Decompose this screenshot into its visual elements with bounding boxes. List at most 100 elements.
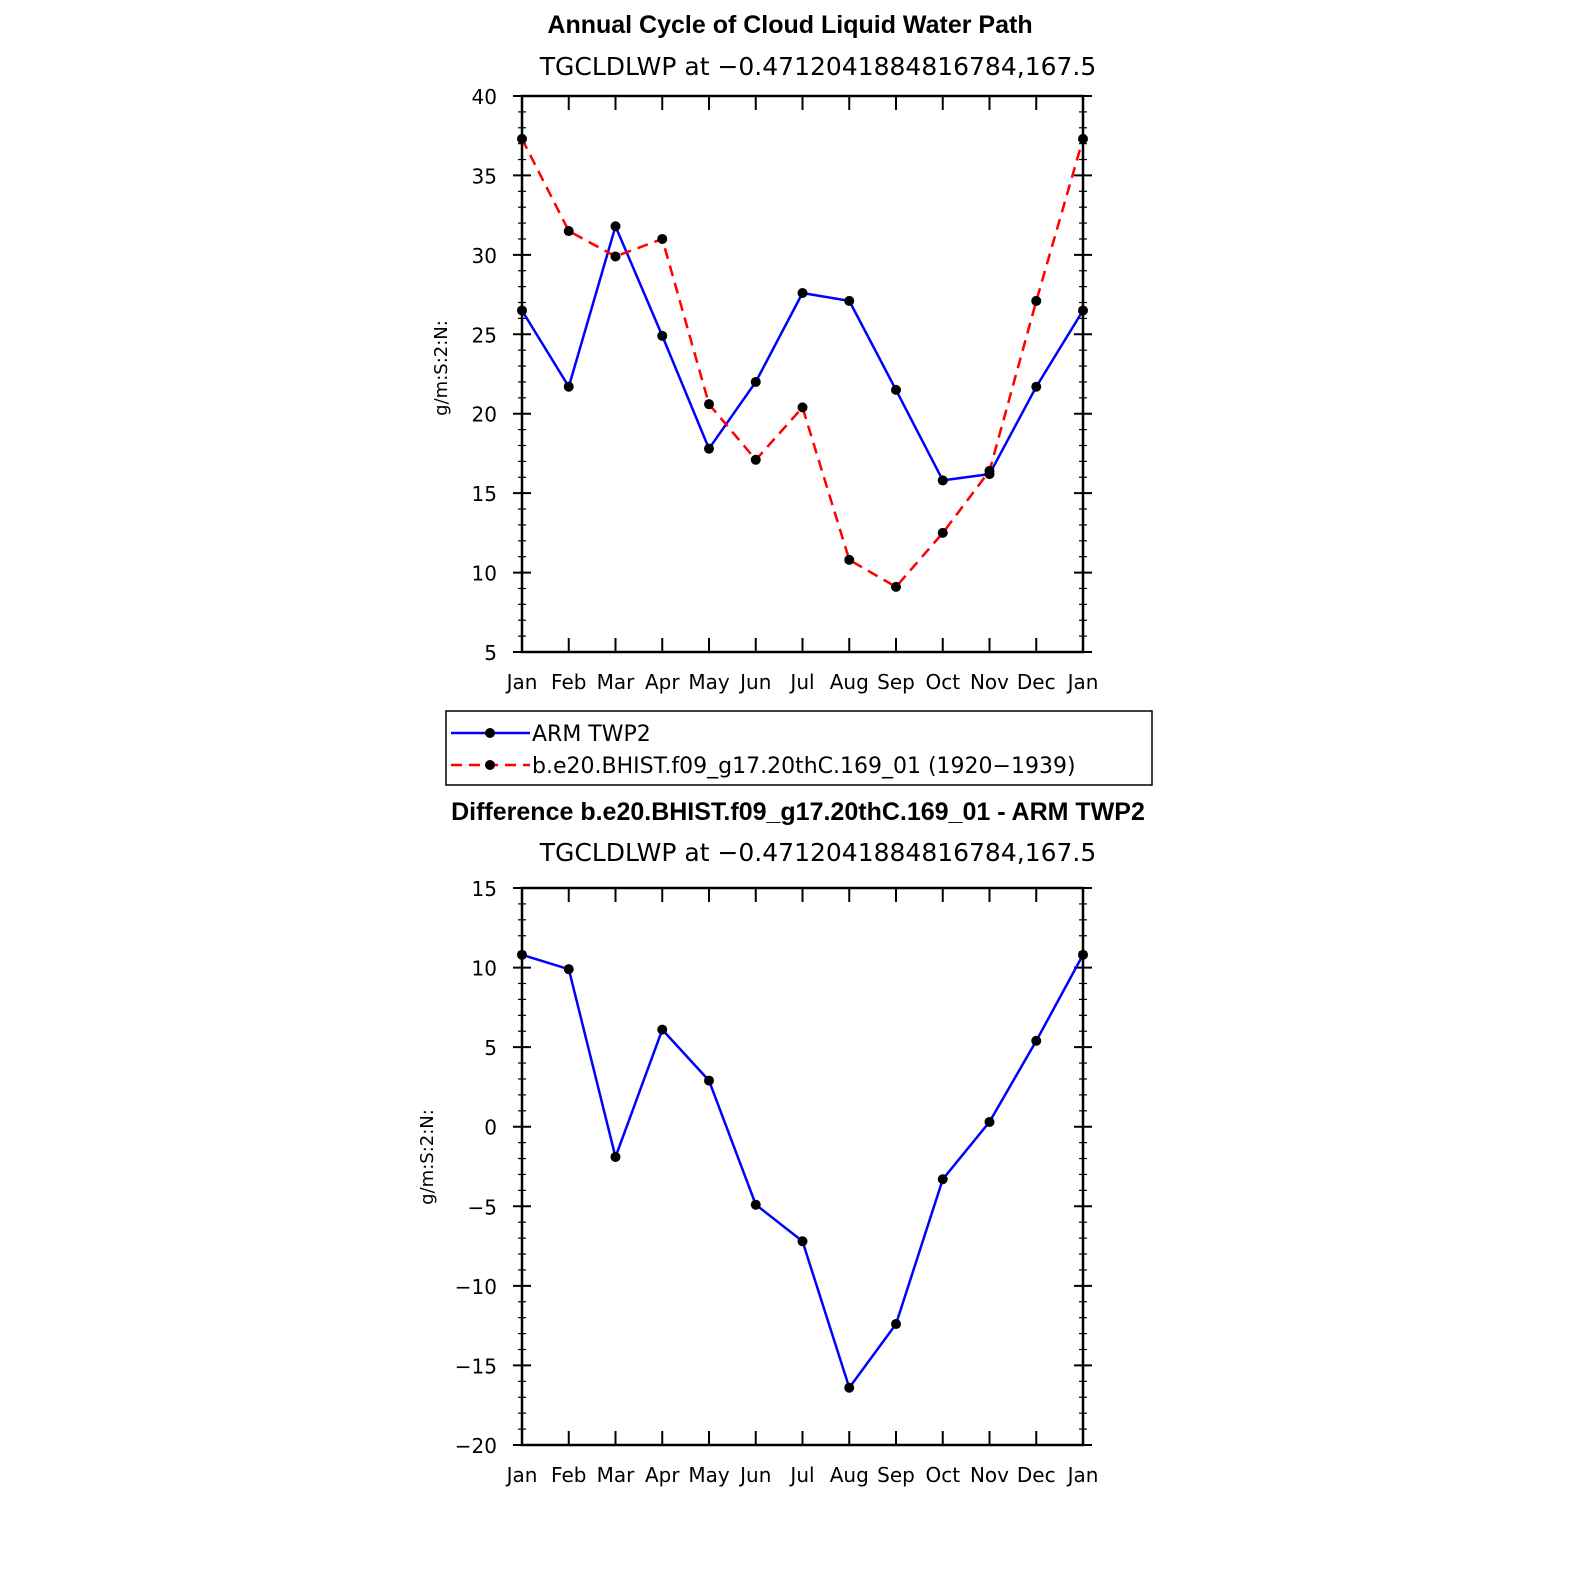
top-series-2-point — [797, 402, 808, 413]
bottom-xtick-label: Jul — [788, 1463, 814, 1487]
top-plot-frame — [520, 94, 1085, 654]
bottom-series-1-point — [517, 949, 527, 960]
bottom-xtick-label: May — [688, 1463, 730, 1487]
top-xtick-label: Sep — [877, 670, 915, 694]
bottom-series-1-point — [891, 1319, 901, 1330]
top-ytick-label: 40 — [472, 85, 497, 109]
top-series-1-point — [750, 376, 761, 387]
top-xtick-label: Feb — [551, 670, 586, 694]
bottom-series-1-point — [1031, 1035, 1042, 1046]
top-series-2-point — [891, 581, 901, 592]
bottom-xtick-label: Feb — [551, 1463, 586, 1487]
top-xtick-label: Oct — [925, 670, 960, 694]
bottom-xtick-label: Nov — [970, 1463, 1009, 1487]
bottom-series-1-point — [937, 1174, 948, 1185]
bottom-series-1-point — [750, 1199, 761, 1210]
top-ytick-label: 35 — [472, 164, 497, 188]
top-series-1-point — [1078, 305, 1088, 316]
bottom-series-1-point — [1078, 949, 1088, 960]
bottom-ytick-label: −5 — [468, 1195, 497, 1219]
legend-label-series-1: ARM TWP2 — [532, 722, 651, 747]
top-xtick-label: Nov — [970, 670, 1009, 694]
bottom-chart-ylabel: g/m:S:2:N: — [417, 1109, 438, 1205]
bottom-series-1-point — [797, 1236, 808, 1247]
top-series-1-point — [1031, 381, 1042, 392]
top-xtick-label: Aug — [830, 670, 869, 694]
bottom-series-1-point — [844, 1382, 855, 1393]
bottom-series-1-point — [563, 964, 574, 975]
top-xtick-label: Dec — [1017, 670, 1056, 694]
top-xtick-label: Mar — [597, 670, 636, 694]
bottom-xtick-label: Sep — [877, 1463, 915, 1487]
bottom-series-1-point — [610, 1151, 621, 1162]
top-ytick-label: 15 — [472, 482, 497, 506]
bottom-ytick-label: 15 — [472, 877, 497, 901]
legend-box — [445, 710, 1153, 786]
top-series-1-point — [844, 295, 855, 306]
top-series-1-point — [937, 475, 948, 486]
legend-marker-series-1 — [485, 728, 495, 738]
top-series-1-point — [797, 287, 808, 298]
top-series-2-point — [610, 251, 621, 262]
bottom-chart-subtitle: TGCLDLWP at −0.4712041884816784,167.5 — [539, 838, 1097, 867]
top-ytick-label: 10 — [472, 562, 497, 586]
top-series-2-point — [937, 527, 948, 538]
top-series-2-point — [984, 465, 995, 476]
bottom-xtick-label: Oct — [925, 1463, 960, 1487]
top-series-2-point — [563, 226, 574, 237]
bottom-series-1-line — [521, 953, 1085, 1391]
bottom-xtick-label: Jan — [505, 1463, 538, 1487]
top-xtick-label: Jul — [788, 670, 814, 694]
bottom-series-1-point — [984, 1116, 995, 1127]
legend: ARM TWP2 b.e20.BHIST.f09_g17.20thC.169_0… — [445, 710, 1153, 786]
top-xtick-label: May — [688, 670, 730, 694]
top-series-1-point — [610, 221, 621, 232]
top-ytick-label: 5 — [484, 641, 497, 665]
top-xtick-label: Jan — [1066, 670, 1099, 694]
legend-marker-series-2 — [485, 760, 495, 770]
top-series-2-point — [750, 454, 761, 465]
top-chart-plot: Jan Feb Mar Apr May Jun Jul Aug Sep Oct Nov Dec Jan 5… — [472, 85, 1099, 694]
top-series-2-line — [520, 138, 1085, 589]
top-ytick-label: 20 — [472, 403, 497, 427]
bottom-ytick-label: −20 — [455, 1434, 497, 1458]
bottom-series-1-point — [657, 1024, 668, 1035]
top-series-2-point — [517, 133, 527, 144]
top-series-2-point — [704, 399, 714, 410]
top-chart-title: Annual Cycle of Cloud Liquid Water Path — [547, 11, 1032, 39]
top-series-1-point — [891, 384, 901, 395]
bottom-ytick-label: 10 — [472, 957, 497, 981]
top-series-2-point — [1031, 295, 1042, 306]
top-xtick-label: Jun — [738, 670, 771, 694]
bottom-xtick-label: Aug — [830, 1463, 869, 1487]
top-series-2-point — [1078, 133, 1088, 144]
bottom-plot-frame — [520, 886, 1085, 1447]
top-series-1-point — [517, 305, 527, 316]
top-chart-ylabel: g/m:S:2:N: — [431, 320, 452, 416]
top-series-1-point — [704, 443, 714, 454]
top-series-1-point — [657, 330, 668, 341]
bottom-xtick-label: Mar — [597, 1463, 636, 1487]
top-series-1-point — [563, 381, 574, 392]
top-series-2-point — [844, 554, 855, 565]
bottom-chart-title: Difference b.e20.BHIST.f09_g17.20thC.169… — [451, 798, 1145, 826]
top-xtick-label: Apr — [645, 670, 680, 694]
bottom-chart-plot: Jan Feb Mar Apr May Jun Jul Aug Sep Oct Nov Dec Jan−… — [455, 877, 1099, 1487]
top-series-1-line — [520, 222, 1085, 482]
legend-label-series-2: b.e20.BHIST.f09_g17.20thC.169_01 (1920−1… — [532, 754, 1076, 779]
bottom-xtick-label: Jan — [1066, 1463, 1099, 1487]
top-series-2-point — [657, 233, 668, 244]
bottom-ytick-label: 5 — [484, 1036, 497, 1060]
bottom-ytick-label: −15 — [455, 1354, 497, 1378]
top-ytick-label: 30 — [472, 244, 497, 268]
bottom-ytick-label: −10 — [455, 1275, 497, 1299]
top-xtick-label: Jan — [505, 670, 538, 694]
top-ytick-label: 25 — [472, 323, 497, 347]
bottom-xtick-label: Dec — [1017, 1463, 1056, 1487]
bottom-ytick-label: 0 — [484, 1116, 497, 1140]
top-chart-subtitle: TGCLDLWP at −0.4712041884816784,167.5 — [539, 52, 1097, 81]
bottom-series-1-point — [704, 1075, 714, 1086]
bottom-xtick-label: Jun — [738, 1463, 771, 1487]
bottom-xtick-label: Apr — [645, 1463, 680, 1487]
